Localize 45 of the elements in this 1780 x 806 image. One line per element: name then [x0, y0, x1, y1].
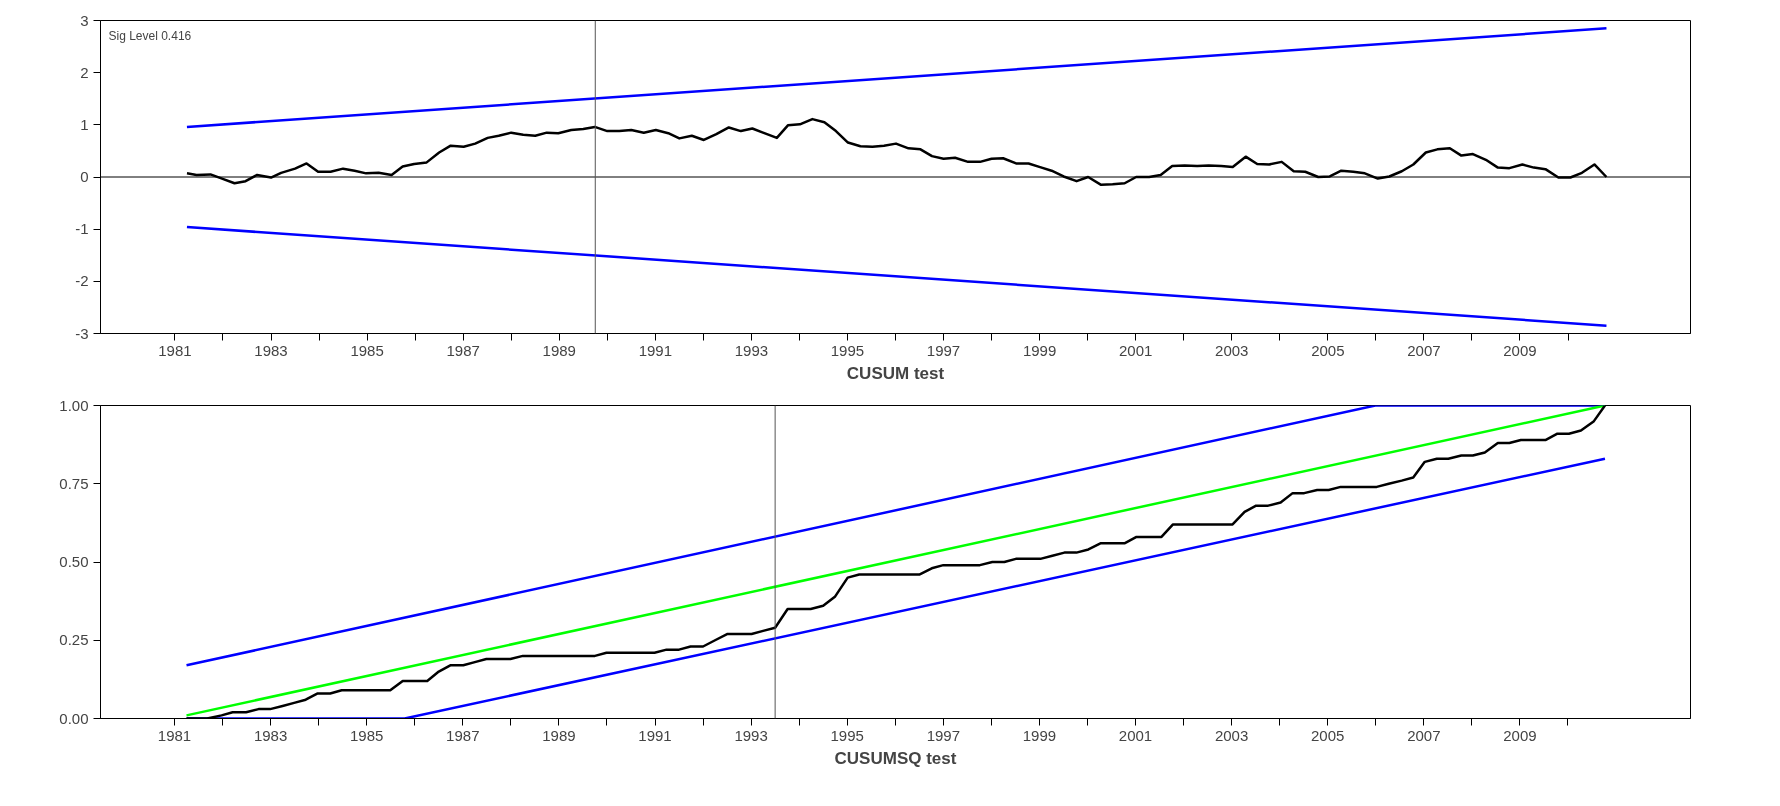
x-tick-label: 1987 [446, 726, 480, 744]
x-tick-label: 2005 [1311, 341, 1345, 359]
y-tick-label: 0.25 [59, 631, 89, 649]
x-tick-label: 2007 [1407, 726, 1441, 744]
x-tick-label: 1995 [830, 726, 864, 744]
x-tick-label: 2003 [1215, 341, 1249, 359]
x-tick-label: 1997 [926, 726, 960, 744]
x-axis-title: CUSUMSQ test [834, 748, 957, 768]
x-tick-label: 2005 [1311, 726, 1345, 744]
x-tick-label: 2009 [1503, 341, 1537, 359]
x-tick-label: 1983 [254, 341, 288, 359]
y-tick-label: 0.00 [59, 709, 89, 727]
y-tick-label: 2 [80, 63, 89, 81]
x-tick-label: 1983 [253, 726, 288, 744]
y-tick-label: 3 [80, 11, 89, 29]
x-tick-label: 1989 [542, 726, 576, 744]
x-tick-label: 1989 [542, 341, 576, 359]
x-tick-label: 1981 [158, 341, 192, 359]
annotation: Sig Level 0.416 [108, 28, 192, 43]
x-tick-label: 1991 [638, 726, 672, 744]
x-tick-label: 2001 [1118, 726, 1153, 744]
x-axis-title: CUSUM test [846, 363, 945, 383]
x-tick-label: 1995 [830, 341, 865, 359]
y-tick-label: 1 [80, 115, 89, 133]
x-tick-label: 2007 [1407, 341, 1441, 359]
x-tick-label: 1999 [1022, 341, 1057, 359]
x-tick-label: 2009 [1503, 726, 1537, 744]
x-tick-label: 1985 [350, 341, 384, 359]
x-tick-label: 1993 [734, 726, 768, 744]
y-tick-label: -2 [75, 272, 89, 290]
x-tick-label: 1987 [446, 341, 480, 359]
x-tick-label: 1993 [734, 341, 769, 359]
x-tick-label: 1985 [350, 726, 384, 744]
x-tick-label: 2001 [1119, 341, 1153, 359]
x-tick-label: 1981 [157, 726, 192, 744]
x-tick-label: 1997 [926, 341, 961, 359]
x-tick-label: 1991 [638, 341, 673, 359]
y-tick-label: 0 [80, 168, 89, 185]
y-tick-label: 0.50 [59, 553, 89, 570]
y-tick-label: -3 [75, 324, 89, 342]
y-tick-label: -1 [75, 220, 89, 238]
y-tick-label: 0.75 [59, 474, 89, 492]
x-tick-label: 1999 [1022, 726, 1057, 744]
y-tick-label: 1.00 [59, 396, 89, 414]
x-tick-label: 2003 [1214, 726, 1249, 744]
